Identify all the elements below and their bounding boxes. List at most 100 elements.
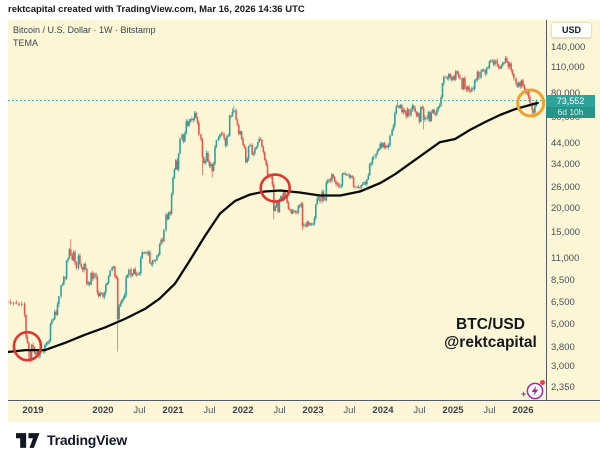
candle-body: [21, 303, 23, 305]
candle-body: [289, 208, 291, 210]
candle-body: [503, 62, 505, 64]
price-tick-label: 20,000: [551, 203, 581, 215]
candle-body: [300, 203, 302, 207]
candle-body: [520, 80, 523, 87]
candle-body: [308, 221, 310, 225]
candle-body: [191, 119, 193, 121]
candle-body: [49, 323, 52, 341]
candle-body: [469, 90, 472, 92]
candle-body: [396, 105, 399, 107]
candle-body: [157, 254, 160, 256]
candle-body: [245, 147, 247, 163]
candle-body: [465, 87, 468, 90]
candle-body: [109, 270, 111, 277]
price-tick-label: 15,000: [551, 227, 581, 239]
time-tick-label: 2022: [232, 405, 254, 416]
candle-body: [251, 144, 253, 155]
candle-body: [420, 107, 422, 122]
price-tick-label: 140,000: [551, 41, 586, 53]
chart-panel: Bitcoin / U.S. Dollar · 1W · Bitstamp TE…: [8, 20, 600, 422]
candle-body: [188, 121, 190, 127]
candle-body: [403, 109, 406, 113]
candle-body: [176, 160, 178, 170]
candle-body: [405, 112, 407, 117]
symbol-title[interactable]: Bitcoin / U.S. Dollar · 1W · Bitstamp: [13, 25, 156, 35]
bar-close-countdown: 6d 10h: [546, 106, 595, 118]
candle-body: [265, 159, 267, 165]
candle-body: [138, 273, 141, 275]
time-tick-label: 2024: [372, 405, 394, 416]
tema-retest-2022-circle: [259, 173, 292, 203]
candle-body: [507, 61, 510, 67]
candle-body: [357, 187, 360, 188]
candle-body: [504, 58, 507, 63]
candle-body: [459, 77, 461, 79]
candle-body: [466, 86, 469, 90]
candle-body: [492, 61, 495, 65]
price-tick-label: 6,500: [551, 296, 575, 308]
candle-body: [74, 252, 76, 263]
candle-body: [373, 156, 375, 158]
candle-body: [95, 273, 97, 278]
candle-body: [231, 111, 234, 117]
candle-body: [431, 109, 434, 113]
candle-body: [476, 71, 479, 80]
candle-body: [44, 344, 46, 352]
candle-body: [246, 159, 248, 163]
currency-unit-button[interactable]: USD: [551, 22, 592, 38]
candle-body: [238, 125, 240, 134]
candle-body: [255, 146, 258, 149]
candle-body: [151, 260, 154, 265]
price-tick-label: 11,000: [551, 253, 580, 265]
candle-body: [370, 163, 372, 165]
candle-body: [485, 68, 488, 74]
candle-body: [494, 60, 496, 65]
indicator-label-tema[interactable]: TEMA: [13, 38, 39, 48]
candle-body: [26, 336, 29, 343]
candle-body: [418, 113, 421, 122]
candle-body: [421, 107, 423, 109]
candle-body: [280, 196, 282, 200]
candle-body: [382, 142, 384, 148]
candle-body: [119, 303, 122, 307]
candle-body: [9, 302, 12, 304]
candle-body: [55, 311, 57, 315]
candle-body: [359, 187, 361, 188]
candle-body: [406, 109, 409, 117]
candle-body: [158, 244, 161, 255]
candle-body: [60, 285, 62, 297]
candle-body: [375, 153, 377, 157]
candle-body: [128, 269, 130, 276]
boost-button[interactable]: +: [521, 380, 545, 400]
tradingview-logo[interactable]: TradingView: [16, 432, 127, 448]
candle-body: [496, 60, 498, 65]
candle-body: [440, 97, 442, 106]
price-tick-label: 34,000: [551, 159, 581, 171]
candle-body: [146, 252, 148, 254]
candle-body: [150, 263, 153, 265]
candle-body: [196, 117, 199, 123]
candle-body: [309, 223, 311, 225]
candle-body: [163, 230, 165, 242]
candle-body: [506, 58, 508, 62]
candle-body: [67, 258, 69, 261]
candle-body: [29, 351, 31, 359]
candle-body: [336, 183, 339, 185]
candle-body: [56, 304, 59, 315]
candle-body: [153, 260, 155, 262]
candle-body: [434, 113, 437, 115]
candle-body: [391, 129, 393, 136]
candle-body: [219, 134, 221, 138]
candle-body: [134, 269, 136, 274]
candle-body: [379, 143, 381, 149]
candle-body: [12, 302, 15, 304]
candle-body: [75, 262, 78, 269]
price-chart[interactable]: [8, 20, 600, 422]
candle-body: [156, 255, 158, 261]
candle-body: [324, 199, 326, 201]
candle-body: [471, 88, 473, 92]
candle-body: [457, 72, 460, 78]
candle-body: [364, 182, 367, 185]
watermark-handle: @rektcapital: [444, 334, 537, 351]
